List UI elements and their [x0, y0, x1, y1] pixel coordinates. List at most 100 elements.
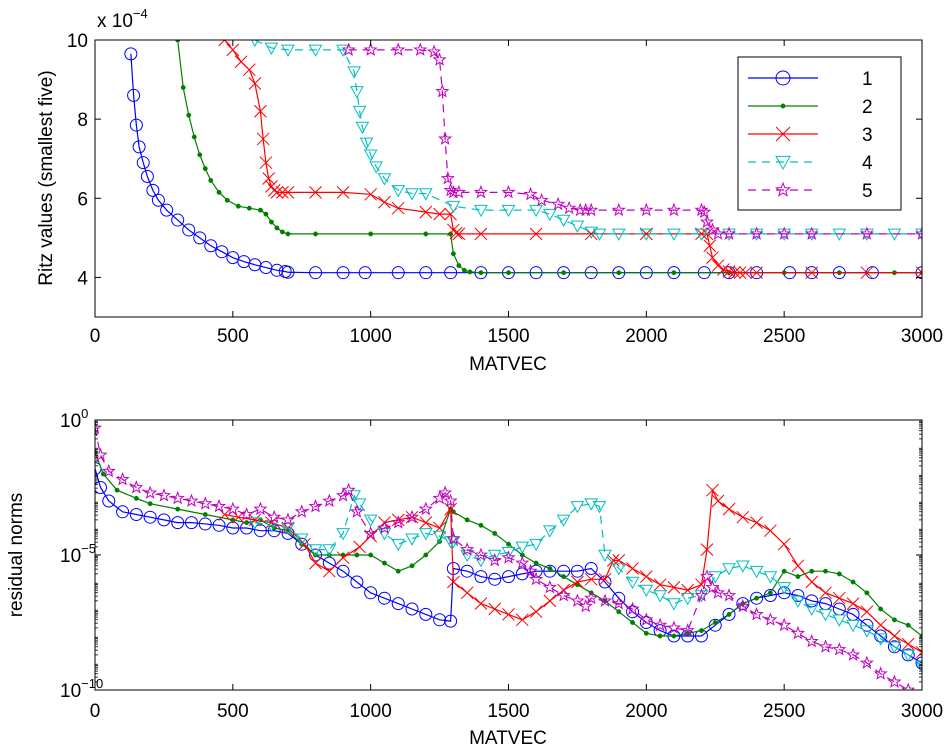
series-5-point [666, 202, 681, 217]
series-5-point [804, 633, 819, 648]
series-2-point [244, 520, 250, 526]
series-1-point [198, 517, 212, 531]
series-3-point [805, 266, 819, 280]
series-3 [218, 483, 922, 659]
series-5-point [501, 184, 516, 199]
series-2-point [114, 487, 120, 493]
series-5-point [749, 606, 764, 621]
series-3-point [529, 227, 543, 241]
series-4 [248, 490, 922, 673]
series-2-point [754, 595, 760, 601]
series-2-point [781, 568, 787, 574]
series-1-point [309, 266, 323, 280]
series-3-point [598, 572, 612, 586]
series-1-point [184, 516, 198, 530]
series-1-point [626, 605, 640, 619]
series-3-point [391, 201, 405, 215]
series-2-point [191, 134, 197, 140]
series-2-point [208, 178, 214, 183]
series-2-point [197, 152, 203, 158]
series-3-point [681, 583, 695, 597]
series-1-point [215, 245, 229, 259]
series-5-point [625, 601, 640, 616]
series-3-point [846, 597, 860, 610]
series-4-point [915, 660, 922, 673]
series-4-point [708, 571, 723, 584]
series-2-point [464, 517, 470, 523]
series-5-point [432, 52, 447, 66]
series-2-point [905, 622, 911, 628]
series-5-point [451, 184, 466, 199]
series-5-point [435, 84, 450, 98]
series-4-point [749, 565, 764, 579]
series-2-point [864, 590, 870, 596]
series-2 [175, 40, 922, 276]
series-3-point [750, 516, 763, 529]
series-3-point [460, 586, 474, 600]
series-5-point [184, 493, 199, 508]
x-tick-label: 2500 [763, 326, 805, 347]
series-1-point [515, 567, 529, 581]
series-2-point [180, 85, 186, 90]
series-3-point [515, 613, 529, 627]
series-1-point [182, 223, 196, 237]
series-4-point [791, 595, 805, 608]
series-3-point [915, 645, 922, 659]
series-3-point [336, 185, 350, 199]
series-1-point [750, 591, 764, 605]
series-2-point [492, 530, 498, 536]
series-4-point [418, 188, 433, 201]
series-3-point [612, 554, 626, 567]
x-tick-label: 1500 [487, 326, 529, 347]
series-5-point [363, 525, 378, 540]
series-5-point [710, 226, 726, 240]
x-tick-label: 3000 [901, 326, 943, 347]
series-3-point [764, 524, 777, 538]
series-3-point [226, 43, 240, 57]
series-1-point [736, 597, 750, 611]
series-3-point [447, 575, 460, 589]
series-2-point [726, 611, 732, 617]
series-3-point [309, 556, 322, 570]
legend-marker [780, 103, 786, 109]
series-2-point [354, 552, 360, 558]
series-1-point [157, 513, 171, 527]
series-3-point [353, 540, 366, 554]
series-4-point [611, 563, 626, 576]
series-4-point [598, 549, 612, 563]
series-3-point [733, 266, 747, 280]
series-4-point [818, 609, 833, 622]
series-3-point [706, 251, 719, 264]
series-3-point [736, 510, 750, 524]
series-4-point [667, 228, 681, 241]
series-1-point [127, 88, 141, 102]
series-3-point [700, 543, 714, 556]
series-4-point [584, 498, 599, 511]
series-2-point [246, 205, 252, 211]
series-1-point [140, 170, 154, 184]
series-3-point [653, 578, 667, 592]
series-4-point [248, 517, 262, 530]
series-5-point [777, 226, 792, 240]
series-4-point [763, 571, 778, 584]
series-2-point [202, 512, 208, 517]
series-4-point [722, 563, 736, 576]
series-4-point [418, 528, 433, 541]
series-5-point [487, 552, 502, 567]
series-5-point [294, 504, 309, 518]
series-5-point [697, 204, 712, 219]
series-1-point [433, 613, 447, 627]
series-2-point [478, 270, 484, 276]
series-1-point [270, 263, 284, 277]
series-3-point [259, 156, 273, 170]
series-2-point [561, 574, 567, 580]
series-3-point [874, 618, 888, 632]
series-5-point [443, 493, 458, 508]
series-4-point [887, 641, 902, 654]
series-3-point [378, 195, 391, 209]
series-1-point [204, 239, 218, 253]
series-3-point [248, 77, 262, 90]
y-tick-label: 8 [77, 110, 88, 131]
series-1-point [132, 140, 146, 154]
series-5-point [225, 501, 240, 516]
